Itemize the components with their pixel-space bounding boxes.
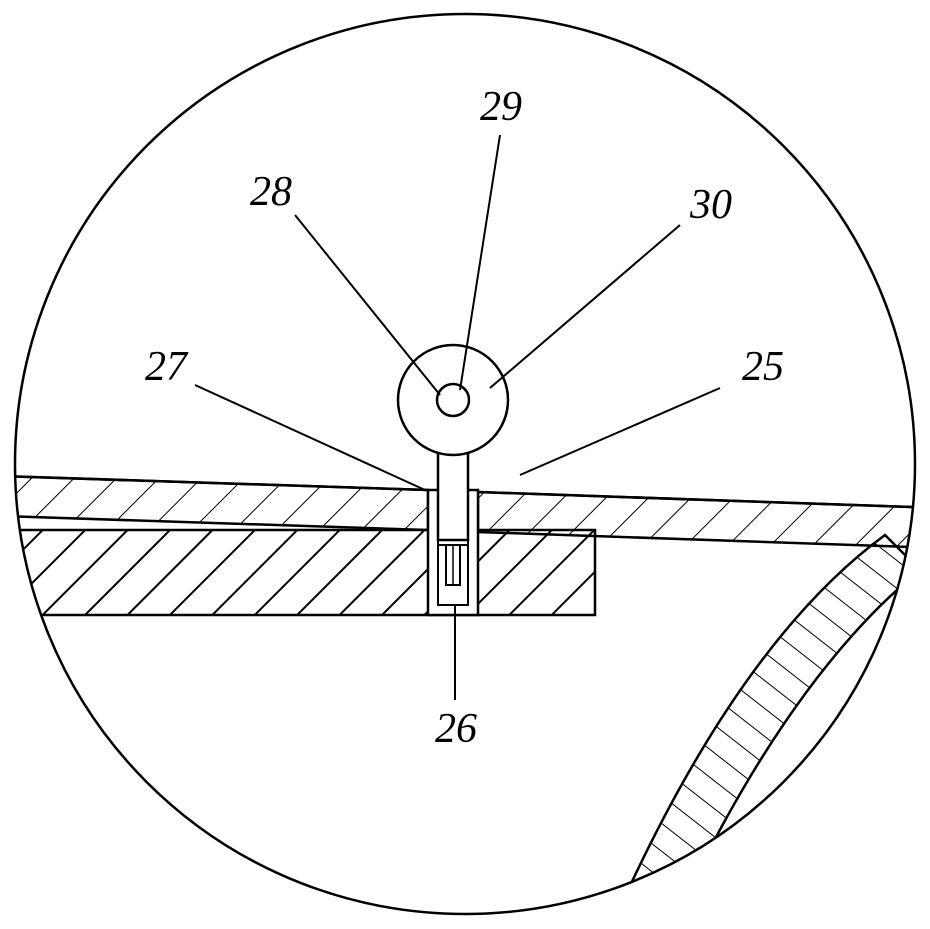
- roller-axle: [437, 384, 469, 416]
- label-25: 25: [742, 344, 784, 390]
- leader-25: [520, 388, 720, 475]
- label-30: 30: [689, 182, 732, 228]
- leader-30: [490, 225, 680, 388]
- leader-28: [295, 215, 440, 395]
- curved-band: [610, 535, 920, 929]
- label-26: 26: [435, 706, 477, 752]
- label-27: 27: [145, 344, 189, 390]
- roller-stem: [438, 448, 468, 540]
- label-29: 29: [480, 84, 522, 130]
- lower-plate: [0, 530, 595, 615]
- technical-diagram: 25 26 27 28 29 30: [0, 0, 930, 929]
- label-28: 28: [250, 169, 292, 215]
- leader-27: [195, 385, 425, 490]
